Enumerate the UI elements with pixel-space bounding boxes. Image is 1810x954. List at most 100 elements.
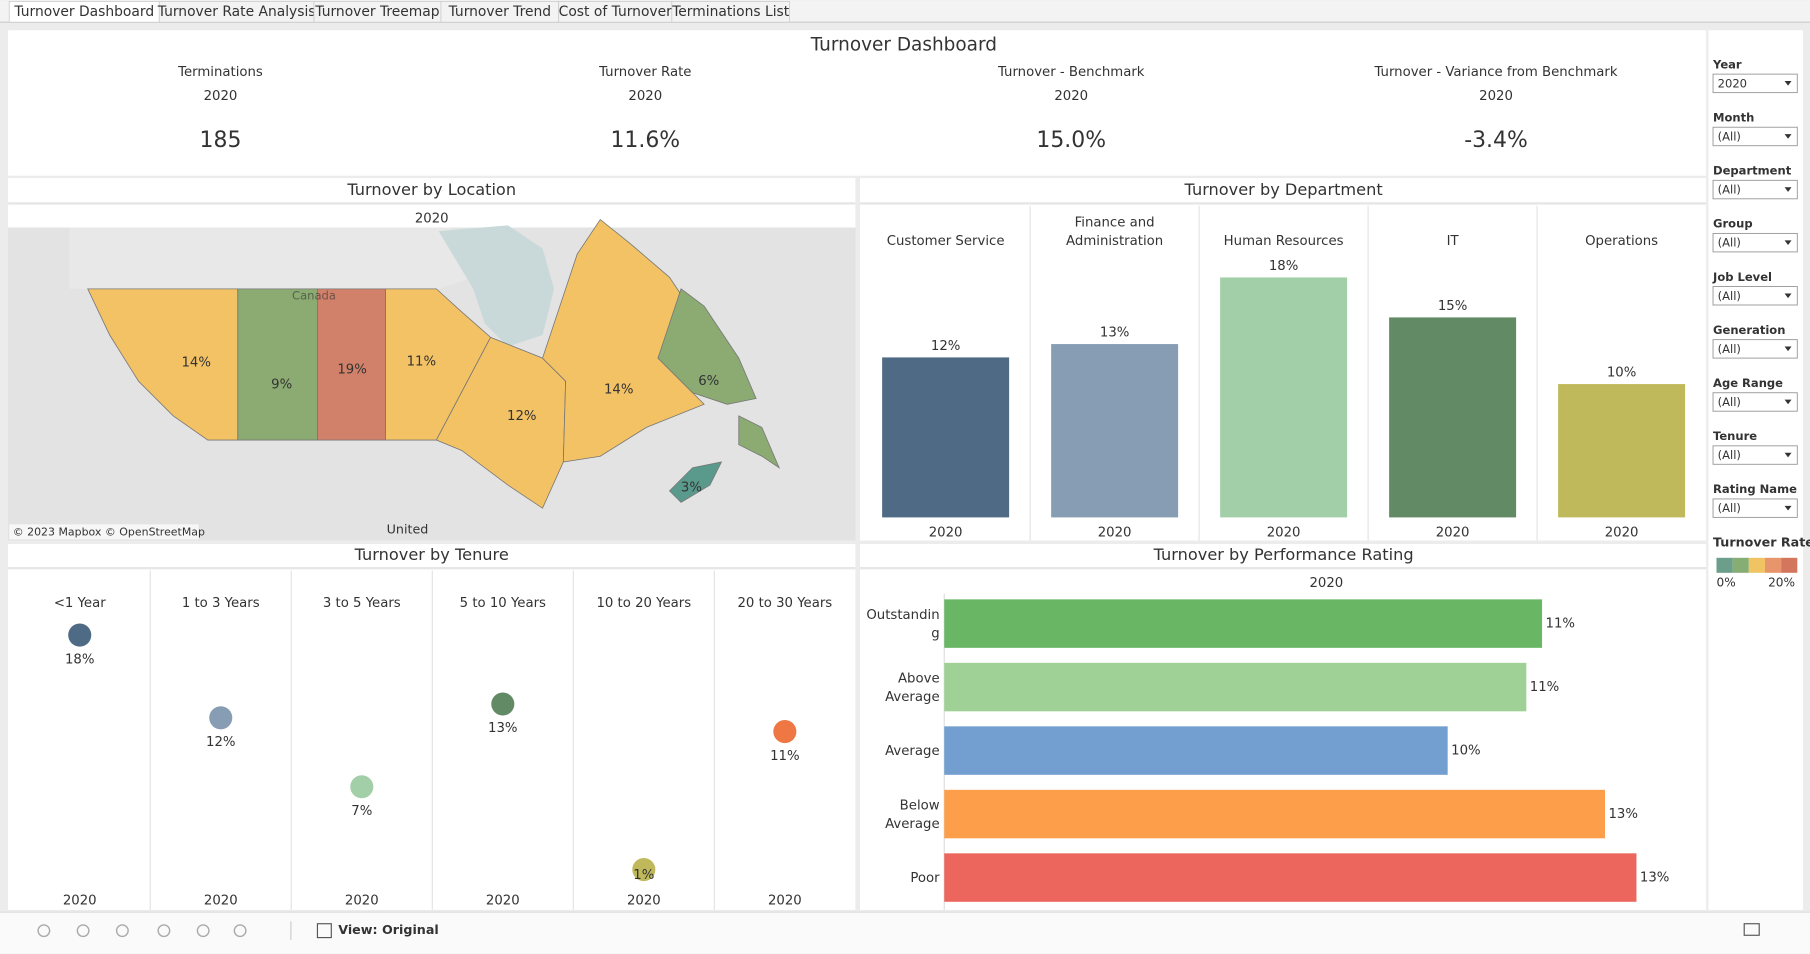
bar bbox=[1051, 344, 1179, 518]
filter-label: Year bbox=[1712, 57, 1742, 71]
legend-swatch bbox=[1781, 557, 1798, 573]
region-nl bbox=[657, 288, 757, 405]
dashboard-title: Turnover Dashboard bbox=[810, 34, 997, 55]
filter-value: (All) bbox=[1718, 183, 1741, 197]
kpi-value: -3.4% bbox=[1464, 128, 1528, 153]
category-label: 3 to 5 Years bbox=[323, 596, 401, 611]
tab-label: Turnover Trend bbox=[448, 4, 552, 20]
legend-min: 0% bbox=[1716, 576, 1735, 590]
tab-label: Turnover Treemap bbox=[314, 4, 439, 20]
category-label-box: Outstanding bbox=[866, 606, 939, 641]
value-label: 13% bbox=[1608, 807, 1637, 822]
filter-label: Month bbox=[1713, 111, 1754, 125]
toolbar-icon[interactable] bbox=[157, 924, 171, 938]
view-icon[interactable] bbox=[316, 923, 332, 939]
region-label: 6% bbox=[698, 374, 719, 389]
dropdown-arrow bbox=[1784, 346, 1792, 352]
kpi-value: 185 bbox=[200, 128, 242, 153]
map-credit-bg bbox=[9, 524, 199, 540]
value-label: 7% bbox=[351, 804, 372, 819]
region-ab bbox=[237, 288, 318, 441]
kpi-label: Terminations bbox=[177, 65, 263, 80]
toolbar-icon[interactable] bbox=[115, 924, 129, 938]
kpi-year: 2020 bbox=[1479, 89, 1513, 104]
bar bbox=[944, 789, 1605, 839]
tab[interactable] bbox=[671, 1, 790, 23]
category-label: Below Average bbox=[885, 796, 940, 832]
category-label-box: Operations bbox=[1585, 232, 1658, 248]
filter-dropdown[interactable] bbox=[1712, 179, 1798, 200]
bar bbox=[1558, 384, 1686, 518]
filter-dropdown[interactable] bbox=[1712, 73, 1798, 94]
filter-dropdown[interactable] bbox=[1712, 286, 1798, 306]
value-label: 13% bbox=[1100, 326, 1130, 341]
kpi-label: Turnover - Benchmark bbox=[997, 65, 1145, 80]
map-place: Canada bbox=[292, 288, 336, 302]
filter-dropdown[interactable] bbox=[1712, 445, 1798, 465]
category-label: 10 to 20 Years bbox=[596, 596, 691, 611]
value-label: 10% bbox=[1451, 744, 1481, 759]
filter-dropdown[interactable] bbox=[1712, 498, 1798, 518]
bar bbox=[882, 357, 1010, 518]
category-label: Average bbox=[885, 742, 940, 759]
panel-title: Turnover by Location bbox=[346, 180, 516, 199]
category-label-box: Above Average bbox=[885, 669, 940, 705]
toolbar-icon[interactable] bbox=[196, 924, 210, 938]
x-label: 2020 bbox=[1098, 525, 1132, 540]
view-button[interactable]: View: Original bbox=[338, 922, 439, 937]
value-label: 13% bbox=[1640, 871, 1670, 886]
category-label: Above Average bbox=[885, 669, 940, 705]
region-label: 14% bbox=[604, 382, 634, 397]
category-label-box: Human Resources bbox=[1224, 232, 1344, 248]
legend-swatch bbox=[1748, 557, 1765, 573]
bar bbox=[944, 662, 1527, 712]
legend-swatch bbox=[1716, 557, 1733, 573]
category-label: Finance and Administration bbox=[1066, 213, 1164, 249]
category-label-box: Average bbox=[885, 742, 940, 759]
map-subtitle: 2020 bbox=[415, 211, 449, 226]
filter-value: (All) bbox=[1718, 342, 1741, 356]
dropdown-arrow bbox=[1784, 240, 1792, 245]
kpi-label: Turnover - Variance from Benchmark bbox=[1373, 65, 1617, 80]
filter-dropdown[interactable] bbox=[1712, 126, 1798, 147]
toolbar-icon[interactable] bbox=[233, 924, 247, 938]
map-credit: © 2023 Mapbox © OpenStreetMap bbox=[13, 525, 205, 538]
chart-subtitle: 2020 bbox=[1309, 576, 1343, 591]
region-label: 11% bbox=[407, 355, 436, 370]
region-ns bbox=[668, 461, 723, 503]
panel-title: Turnover by Performance Rating bbox=[1153, 545, 1414, 564]
value-label: 11% bbox=[1530, 680, 1560, 695]
value-label: 12% bbox=[931, 339, 960, 354]
tab-label: Turnover Dashboard bbox=[13, 4, 154, 20]
filter-dropdown[interactable] bbox=[1712, 232, 1798, 253]
filter-label: Group bbox=[1713, 217, 1753, 231]
filter-label: Rating Name bbox=[1713, 482, 1797, 496]
dot bbox=[632, 857, 656, 882]
x-label: 2020 bbox=[486, 894, 520, 909]
kpi-value: 15.0% bbox=[1036, 128, 1106, 153]
filter-panel bbox=[1708, 30, 1804, 910]
toolbar-icon[interactable] bbox=[37, 924, 51, 938]
x-label: 2020 bbox=[345, 894, 379, 909]
filter-label: Generation bbox=[1713, 323, 1785, 337]
value-label: 18% bbox=[65, 652, 95, 667]
download-icon[interactable] bbox=[1743, 923, 1760, 936]
dot bbox=[491, 692, 515, 716]
bar bbox=[944, 726, 1448, 775]
dot bbox=[209, 706, 233, 730]
dot bbox=[350, 775, 374, 799]
filter-dropdown[interactable] bbox=[1712, 392, 1798, 412]
filter-dropdown[interactable] bbox=[1712, 339, 1798, 359]
toolbar-icon[interactable] bbox=[76, 924, 90, 938]
x-label: 2020 bbox=[627, 894, 661, 909]
map bbox=[8, 218, 856, 541]
filter-value: (All) bbox=[1718, 236, 1741, 250]
category-label-box: Below Average bbox=[885, 796, 940, 832]
map-north bbox=[69, 227, 474, 289]
x-label: 2020 bbox=[1436, 525, 1470, 540]
bar bbox=[944, 599, 1543, 648]
filter-label: Department bbox=[1713, 164, 1792, 178]
kpi-year: 2020 bbox=[628, 89, 662, 104]
region-label: 9% bbox=[271, 378, 292, 393]
